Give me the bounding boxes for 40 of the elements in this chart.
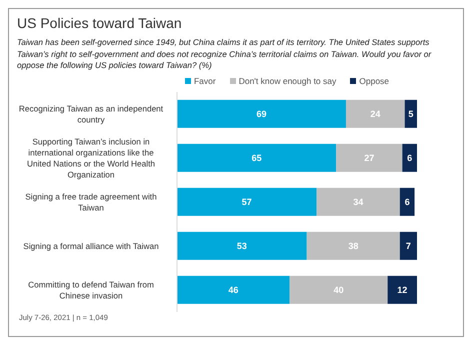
bar [177, 99, 346, 128]
data-label: 12 [397, 284, 408, 295]
data-label: 40 [334, 284, 344, 295]
legend-label: Don't know enough to say [238, 76, 336, 86]
legend-label: Favor [192, 76, 216, 86]
bar [316, 187, 400, 216]
bar [177, 143, 336, 172]
bar [177, 275, 290, 304]
bar [177, 187, 317, 216]
legend-label: Oppose [358, 76, 390, 86]
data-label: 38 [348, 240, 358, 251]
y-tick-label: Supporting Taiwan’s inclusion in international organizations like the United Nations or the World Health Organization [26, 136, 156, 179]
data-label: 7 [406, 240, 411, 251]
data-label: 46 [228, 284, 238, 295]
data-label: 5 [408, 108, 414, 119]
chart-subtitle: Taiwan has been self-governed since 1949, but China claims it as part of its territory. The United States supports Taiwan’s right to self-government and does not recognize China’s territorial claims on Taiwan. Would you favor or oppose the following US policies toward Taiwan? (%) [17, 37, 432, 72]
data-label: 57 [242, 196, 252, 207]
data-label: 6 [407, 152, 412, 163]
data-label: 6 [404, 196, 410, 207]
data-label: 24 [370, 108, 380, 119]
bar [404, 99, 417, 128]
y-tick-label: Committing to defend Taiwan from Chinese invasion [28, 279, 154, 300]
bar [306, 231, 400, 260]
data-label: 65 [252, 152, 262, 163]
bar [177, 231, 307, 260]
y-tick-label: Recognizing Taiwan as an independent country [18, 103, 164, 124]
chart-title: US Policies toward Taiwan [17, 15, 183, 31]
bar [400, 231, 417, 260]
data-label: 34 [353, 196, 364, 207]
bar [400, 187, 415, 216]
y-tick-label: Signing a free trade agreement with Taiwan [25, 191, 158, 212]
bar [336, 143, 402, 172]
data-label: 27 [364, 152, 374, 163]
bar [290, 275, 388, 304]
data-label: 53 [236, 240, 247, 251]
data-label: 69 [256, 108, 266, 119]
bar [388, 275, 417, 304]
y-tick-label: Signing a formal alliance with Taiwan [23, 240, 160, 250]
bar [346, 99, 405, 128]
bar [402, 143, 417, 172]
